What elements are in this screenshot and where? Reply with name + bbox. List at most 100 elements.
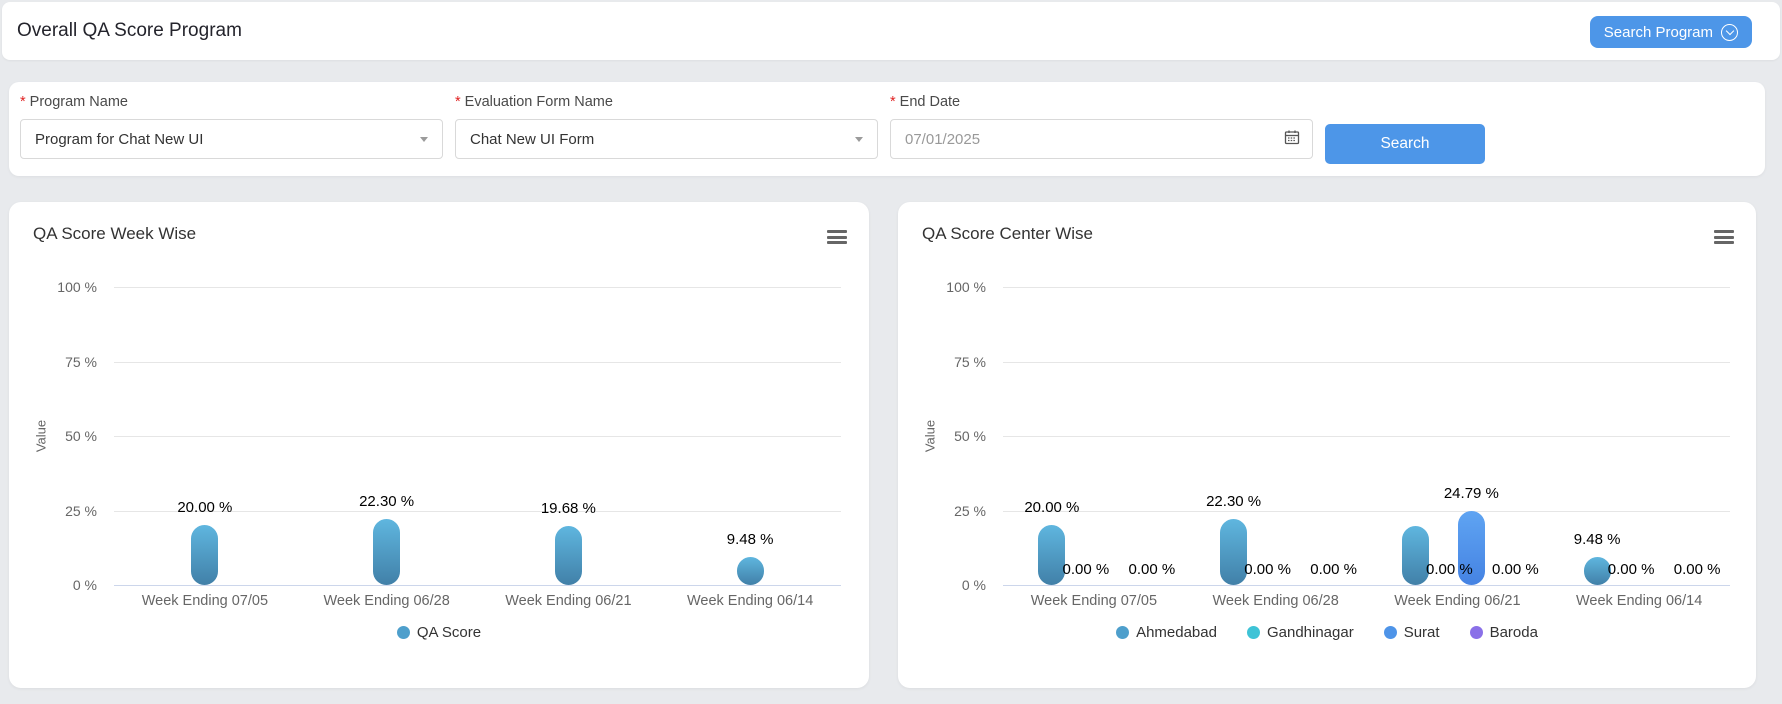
y-axis-tick-label: 75 %	[65, 353, 97, 370]
program-name-select[interactable]: Program for Chat New UI	[20, 119, 443, 159]
evaluation-form-label: * Evaluation Form Name	[455, 94, 613, 110]
legend-marker-icon	[1246, 626, 1260, 639]
x-axis-category-label: Week Ending 06/28	[1212, 593, 1339, 609]
legend-marker-icon	[1383, 626, 1397, 639]
data-label-zero: 0.00 %	[1607, 561, 1655, 578]
x-axis-category-label: Week Ending 07/05	[141, 593, 269, 609]
required-asterisk: *	[455, 94, 461, 110]
bar-qa-score[interactable]	[191, 525, 219, 585]
search-program-button[interactable]: Search Program	[1589, 16, 1752, 48]
y-axis-tick-label: 0 %	[961, 577, 986, 593]
gridline	[1003, 361, 1730, 363]
chart-title: QA Score Week Wise	[33, 224, 197, 243]
data-label-zero: 0.00 %	[1244, 561, 1291, 578]
search-program-label: Search Program	[1603, 23, 1713, 41]
data-label: 20.00 %	[1024, 499, 1080, 517]
bar-qa-score[interactable]	[373, 518, 401, 585]
chart-menu-icon[interactable]	[827, 230, 847, 244]
gridline	[114, 436, 841, 437]
required-asterisk: *	[20, 94, 26, 110]
end-date-field: * End Date 07/01/2025	[890, 94, 1313, 159]
chart-plot-area: 0 % 25 % 50 % 75 % 100 % Value Week Ending 07/…	[898, 202, 1756, 688]
chart-legend: Ahmedabad Gandhinagar Surat Baroda	[898, 624, 1756, 641]
data-label-zero: 0.00 %	[1128, 561, 1176, 578]
x-axis-category-label: Week Ending 07/05	[1030, 593, 1158, 609]
y-axis-title: Value	[33, 419, 49, 453]
bar-qa-score[interactable]	[736, 556, 764, 585]
bar-ahmedabad[interactable]	[1583, 556, 1611, 585]
page-title: Overall QA Score Program	[17, 20, 242, 41]
chart-menu-icon[interactable]	[1714, 230, 1734, 244]
legend-label: QA Score	[416, 624, 482, 641]
data-label-zero: 0.00 %	[1062, 561, 1110, 578]
search-button-label: Search	[1380, 135, 1430, 152]
gridline	[114, 287, 841, 288]
y-axis-title: Value	[922, 419, 938, 453]
y-axis-tick-label: 75 %	[954, 353, 986, 370]
gridline	[114, 361, 841, 363]
caret-down-icon	[855, 137, 863, 142]
chart-card-week-wise: QA Score Week Wise 0 % 25 % 50 % 75 % 100 % V…	[9, 202, 869, 688]
program-name-value: Program for Chat New UI	[35, 130, 204, 148]
y-axis-tick-label: 100 %	[57, 279, 97, 295]
legend-label: Gandhinagar	[1266, 624, 1354, 641]
data-label: 24.79 %	[1443, 485, 1499, 503]
y-axis-tick-label: 25 %	[954, 502, 986, 519]
chevron-down-circle-icon	[1721, 23, 1738, 41]
data-label: 9.48 %	[726, 530, 774, 548]
program-name-label: * Program Name	[20, 94, 128, 110]
calendar-icon	[1284, 129, 1300, 149]
legend-item-baroda[interactable]: Baroda	[1469, 624, 1538, 641]
bar-ahmedabad[interactable]	[1401, 526, 1429, 585]
filter-bar: * Program Name Program for Chat New UI * E…	[9, 82, 1765, 176]
bar-qa-score[interactable]	[554, 526, 582, 585]
evaluation-form-field: * Evaluation Form Name Chat New UI Form	[455, 94, 878, 159]
y-axis-tick-label: 50 %	[954, 428, 986, 444]
chart-title: QA Score Center Wise	[922, 224, 1094, 243]
data-label-zero: 0.00 %	[1492, 561, 1539, 578]
gridline	[114, 510, 841, 512]
x-axis-category-label: Week Ending 06/21	[505, 593, 632, 609]
legend-marker-icon	[1469, 626, 1483, 639]
legend-label: Surat	[1403, 624, 1440, 641]
legend-item-qa-score[interactable]: QA Score	[396, 624, 482, 641]
bar-ahmedabad[interactable]	[1220, 518, 1248, 585]
page-header: Overall QA Score Program Search Program	[2, 2, 1780, 60]
chart-legend: QA Score	[9, 624, 869, 641]
data-label: 20.00 %	[177, 499, 233, 517]
x-axis-category-label: Week Ending 06/28	[323, 593, 450, 609]
legend-label: Baroda	[1489, 624, 1538, 641]
legend-marker-icon	[396, 626, 410, 639]
end-date-label: * End Date	[890, 94, 961, 110]
gridline	[1003, 287, 1730, 288]
x-axis-line	[1003, 585, 1730, 586]
bar-ahmedabad[interactable]	[1038, 525, 1066, 585]
legend-item-surat[interactable]: Surat	[1383, 624, 1440, 641]
end-date-input[interactable]: 07/01/2025	[890, 119, 1313, 159]
bar-surat[interactable]	[1457, 511, 1485, 585]
x-axis-category-label: Week Ending 06/21	[1394, 593, 1521, 609]
data-label: 22.30 %	[359, 492, 415, 510]
search-button[interactable]: Search	[1325, 124, 1485, 164]
gridline	[1003, 436, 1730, 437]
data-label: 19.68 %	[540, 500, 596, 518]
legend-item-ahmedabad[interactable]: Ahmedabad	[1116, 624, 1217, 641]
caret-down-icon	[420, 137, 428, 142]
x-axis-category-label: Week Ending 06/14	[1575, 593, 1703, 609]
data-label-zero: 0.00 %	[1310, 561, 1357, 578]
gridline	[1003, 510, 1730, 512]
chart-card-center-wise: QA Score Center Wise 0 % 25 % 50 % 75 % 100 …	[898, 202, 1756, 688]
chart-plot-area: 0 % 25 % 50 % 75 % 100 % Value Week Ending 07/…	[9, 202, 869, 688]
end-date-value: 07/01/2025	[905, 130, 981, 148]
legend-label: Ahmedabad	[1136, 624, 1217, 641]
legend-marker-icon	[1116, 626, 1130, 639]
y-axis-tick-label: 50 %	[65, 428, 97, 444]
y-axis-tick-label: 25 %	[65, 502, 97, 519]
data-label: 9.48 %	[1573, 530, 1621, 548]
program-name-field: * Program Name Program for Chat New UI	[20, 94, 443, 159]
data-label-zero: 0.00 %	[1426, 561, 1473, 578]
legend-item-gandhinagar[interactable]: Gandhinagar	[1246, 624, 1354, 641]
data-label: 22.30 %	[1206, 492, 1262, 510]
evaluation-form-select[interactable]: Chat New UI Form	[455, 119, 878, 159]
y-axis-tick-label: 100 %	[946, 279, 986, 295]
